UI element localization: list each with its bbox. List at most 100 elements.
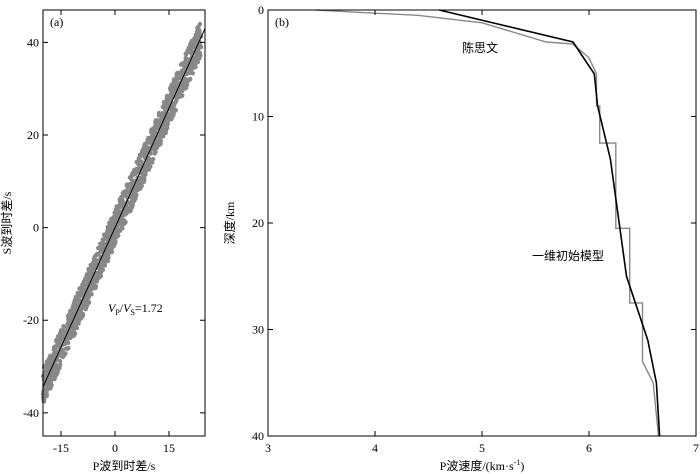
y-tick-label: 20: [252, 216, 264, 230]
scatter-point: [186, 45, 191, 51]
scatter-point: [174, 72, 179, 77]
scatter-point: [102, 259, 108, 264]
scatter-point: [125, 187, 131, 193]
scatter-point: [194, 29, 200, 34]
y-axis-title: S波到时差/s: [0, 191, 14, 254]
x-tick-label: -15: [53, 441, 69, 455]
scatter-point: [68, 310, 74, 315]
series-line-chen: [316, 9, 660, 437]
scatter-point: [143, 150, 148, 155]
scatter-point: [143, 163, 148, 168]
scatter-point: [174, 81, 180, 87]
scatter-point: [150, 156, 156, 162]
panel-b-velocity: 3 4 5 6 7 0 10 20 30 40 (b) 陈思文 一维初始模型 P波速度/(km·…: [222, 3, 699, 473]
scatter-point: [169, 117, 174, 122]
panel-b-label: (b): [275, 15, 289, 29]
scatter-point: [167, 94, 173, 99]
scatter-point: [142, 141, 148, 147]
scatter-point: [71, 327, 77, 333]
y-tick-label: 10: [252, 110, 264, 124]
panel-a-label: (a): [50, 15, 63, 29]
scatter-point: [153, 142, 159, 147]
scatter-point: [117, 228, 123, 233]
scatter-point: [108, 249, 113, 254]
scatter-point: [84, 305, 89, 310]
y-tick-label: 40: [252, 429, 264, 443]
scatter-point: [116, 233, 121, 238]
scatter-point: [57, 365, 62, 371]
scatter-point: [163, 106, 168, 111]
scatter-point: [68, 330, 73, 335]
panel-a-frame: [42, 9, 206, 437]
scatter-point: [86, 294, 92, 300]
scatter-point: [102, 253, 107, 259]
scatter-point: [88, 263, 94, 268]
scatter-point: [48, 357, 54, 362]
scatter-point: [57, 335, 62, 340]
y-tick-label: 0: [33, 221, 39, 235]
scatter-point: [100, 237, 106, 242]
scatter-point: [91, 263, 97, 269]
y-axis-ticks: -40 -20 0 20 40: [23, 35, 205, 420]
scatter-point: [65, 334, 71, 339]
ratio-annotation: VP/VS=1.72: [108, 301, 163, 317]
scatter-point: [117, 202, 123, 207]
scatter-point: [159, 114, 164, 119]
scatter-point: [65, 346, 70, 351]
scatter-point: [86, 275, 92, 280]
scatter-point: [123, 207, 129, 213]
scatter-point: [180, 88, 185, 94]
scatter-point: [184, 82, 189, 87]
scatter-point: [180, 81, 186, 87]
x-axis-title: P波到时差/s: [93, 459, 156, 473]
y-tick-label: -40: [23, 406, 39, 420]
series-line-initial-model: [439, 9, 661, 437]
scatter-point: [150, 137, 155, 143]
scatter-point: [66, 313, 72, 318]
x-tick-label: 15: [163, 441, 175, 455]
x-axis-ticks: 3 4 5 6 7: [265, 10, 699, 455]
scatter-point: [89, 292, 94, 297]
scatter-point: [60, 347, 65, 352]
scatter-point: [156, 110, 162, 116]
y-axis-ticks: 0 10 20 30 40: [252, 3, 696, 443]
scatter-point: [163, 128, 169, 134]
scatter-point: [102, 262, 108, 267]
x-tick-label: 0: [112, 441, 118, 455]
y-tick-label: 30: [252, 323, 264, 337]
scatter-point: [161, 125, 167, 130]
scatter-point: [43, 370, 48, 375]
scatter-point: [105, 230, 110, 235]
scatter-point: [118, 222, 124, 227]
scatter-point: [61, 324, 67, 329]
scatter-point: [50, 376, 55, 381]
scatter-point: [194, 38, 200, 43]
scatter-point: [115, 208, 121, 213]
scatter-point: [132, 197, 137, 202]
scatter-point: [144, 145, 149, 150]
scatter-point: [78, 316, 83, 321]
scatter-point: [91, 260, 96, 265]
scatter-point: [168, 87, 173, 93]
scatter-point: [48, 383, 53, 388]
scatter-point: [62, 351, 68, 356]
scatter-point: [57, 358, 63, 364]
series-label-chen: 陈思文: [462, 40, 498, 55]
scatter-point: [179, 85, 184, 90]
scatter-point: [153, 118, 158, 124]
scatter-point: [181, 67, 187, 72]
scatter-point: [106, 255, 111, 260]
scatter-point: [62, 341, 68, 346]
scatter-point: [146, 167, 152, 172]
panel-a-scatter: -15 0 15 -40 -20 0 20 40 (a) P波到时差/s S波到时差/s V…: [0, 9, 206, 473]
scatter-point: [93, 284, 98, 289]
scatter-point: [185, 77, 190, 83]
scatter-point: [53, 362, 58, 367]
scatter-point: [141, 174, 146, 179]
scatter-point: [174, 98, 179, 104]
scatter-point: [94, 279, 100, 284]
y-tick-label: -20: [23, 313, 39, 327]
scatter-point: [193, 61, 199, 66]
scatter-point: [117, 197, 123, 202]
